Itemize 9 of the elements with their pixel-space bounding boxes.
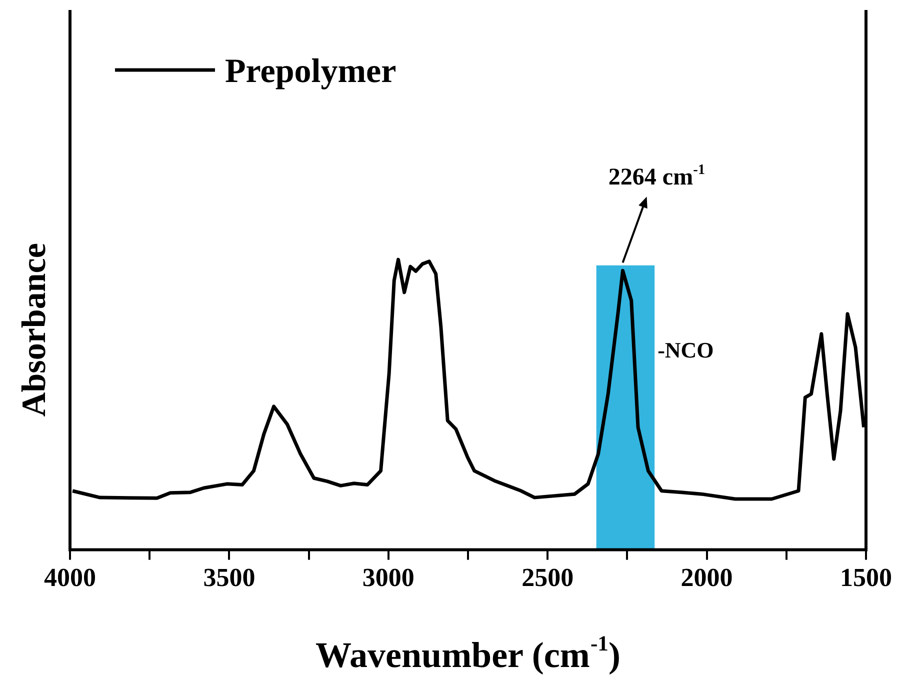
x-tick-label: 3000 [362,563,414,592]
legend-label: Prepolymer [225,53,396,90]
band-label: -NCO [658,338,714,363]
x-tick-label: 4000 [44,563,96,592]
x-tick-label: 3500 [203,563,256,592]
y-axis-title: Absorbance [16,242,53,417]
x-tick-label: 1500 [840,563,892,592]
x-tick-label: 2000 [680,563,733,592]
x-tick-label: 2500 [522,563,574,592]
